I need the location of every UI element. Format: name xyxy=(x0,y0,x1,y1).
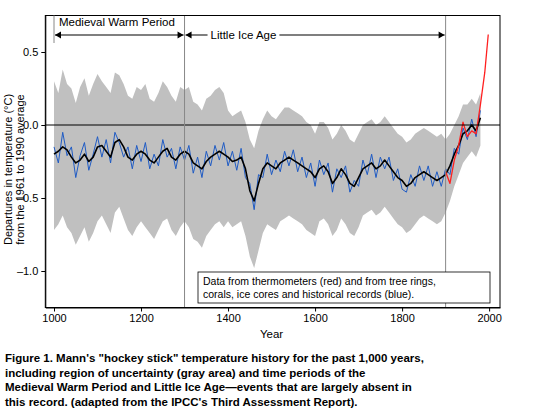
note-frame xyxy=(198,272,490,303)
note-text: Data from thermometers (red) and from tr… xyxy=(203,275,436,287)
reference-lines xyxy=(45,125,500,126)
caption-line: Figure 1. Mann's "hockey stick" temperat… xyxy=(5,352,424,364)
caption-line: Medieval Warm Period and Little Ice Age—… xyxy=(5,381,412,393)
x-tick: 2000 xyxy=(477,308,501,325)
period-label-bg xyxy=(208,28,280,42)
x-tick: 1200 xyxy=(129,308,153,325)
y-tick-mark xyxy=(41,125,45,126)
y-tick-mark xyxy=(41,52,45,53)
x-tick: 1000 xyxy=(42,308,66,325)
period-arrow xyxy=(55,34,184,35)
x-tick-mark xyxy=(489,308,490,312)
y-axis-title: Departures in temperature (°C) xyxy=(2,94,14,245)
arrow-head xyxy=(186,32,192,39)
x-axis-line xyxy=(46,308,501,309)
x-tick-label: 1400 xyxy=(216,312,240,324)
period-boundary xyxy=(184,16,185,308)
x-tick-mark xyxy=(402,308,403,312)
caption-line: including region of uncertainty (gray ar… xyxy=(5,367,365,379)
x-tick-label: 1200 xyxy=(129,312,153,324)
period-start-bar xyxy=(54,16,55,44)
caption: Figure 1. Mann's "hockey stick" temperat… xyxy=(5,352,424,408)
x-tick-label: 1000 xyxy=(42,312,66,324)
series-line xyxy=(54,118,480,201)
chart-container: Medieval Warm Period Little Ice Age 1000 12… xyxy=(0,0,540,416)
arrow-head xyxy=(439,32,445,39)
x-tick: 1400 xyxy=(216,308,240,325)
plot-frame xyxy=(45,16,500,308)
y-tick-mark xyxy=(41,198,45,199)
x-tick-mark xyxy=(315,308,316,312)
y-tick: –1.0 xyxy=(17,265,45,277)
x-tick-label: 1600 xyxy=(303,312,327,324)
y-tick-label: –1.0 xyxy=(17,265,38,277)
arrow-head xyxy=(55,32,61,39)
x-tick-mark xyxy=(141,308,142,312)
uncertainty-band xyxy=(54,70,480,269)
y-tick: 0.0 xyxy=(23,119,45,131)
caption-line: this record. (adapted from the IPCC's Th… xyxy=(5,396,357,408)
chart-svg: Medieval Warm Period Little Ice Age 1000 12… xyxy=(0,0,540,416)
y-tick: 0.5 xyxy=(23,46,45,58)
x-tick: 1800 xyxy=(390,308,414,325)
y-axis-title: from the 1961 to 1990 average xyxy=(14,94,26,244)
arrow-head xyxy=(178,32,184,39)
period-annotation: Medieval Warm Period xyxy=(54,16,184,44)
x-axis: 1000 1200 1400 1600 1800 2000 xyxy=(42,308,502,325)
x-tick-mark xyxy=(54,308,55,312)
x-tick: 1600 xyxy=(303,308,327,325)
period-annotation: Little Ice Age xyxy=(186,28,445,42)
y-tick-label: 0.5 xyxy=(23,46,38,58)
y-axis-line xyxy=(45,16,46,308)
period-boundary xyxy=(445,16,446,308)
y-tick-mark xyxy=(41,271,45,272)
plot-data xyxy=(54,34,488,268)
zero-line xyxy=(45,125,500,126)
periods xyxy=(185,16,446,308)
note-box: Data from thermometers (red) and from tr… xyxy=(198,272,490,303)
x-tick-label: 2000 xyxy=(477,312,501,324)
note-text: corals, ice cores and historical records… xyxy=(203,288,414,300)
series-line xyxy=(446,34,489,183)
x-axis-title: Year xyxy=(260,328,283,340)
x-tick-label: 1800 xyxy=(390,312,414,324)
period-label: Little Ice Age xyxy=(211,29,277,41)
x-tick-mark xyxy=(228,308,229,312)
period-label: Medieval Warm Period xyxy=(59,16,175,28)
